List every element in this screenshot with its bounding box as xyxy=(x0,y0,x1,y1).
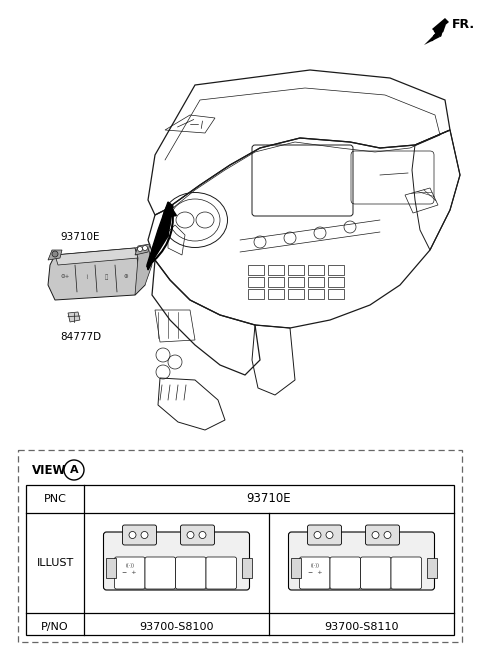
Text: 93700-S8100: 93700-S8100 xyxy=(139,622,214,632)
Bar xyxy=(328,289,344,299)
Text: A: A xyxy=(70,465,78,475)
FancyBboxPatch shape xyxy=(180,525,215,545)
Bar xyxy=(248,265,264,275)
FancyArrowPatch shape xyxy=(147,210,176,266)
Bar xyxy=(18,450,462,642)
FancyBboxPatch shape xyxy=(176,557,206,589)
Bar xyxy=(308,289,324,299)
Bar xyxy=(288,265,304,275)
FancyBboxPatch shape xyxy=(122,525,156,545)
Text: −  +: − + xyxy=(308,571,322,575)
FancyBboxPatch shape xyxy=(365,525,399,545)
Bar xyxy=(308,265,324,275)
FancyBboxPatch shape xyxy=(360,557,391,589)
Text: ILLUST: ILLUST xyxy=(36,558,73,568)
Polygon shape xyxy=(48,250,62,260)
FancyBboxPatch shape xyxy=(300,557,330,589)
Text: ⌒: ⌒ xyxy=(104,274,108,280)
Bar xyxy=(248,277,264,287)
Circle shape xyxy=(199,531,206,539)
Text: PNC: PNC xyxy=(44,494,66,504)
Polygon shape xyxy=(135,244,150,255)
Text: 93710E: 93710E xyxy=(247,493,291,506)
Circle shape xyxy=(143,245,147,251)
Bar xyxy=(248,289,264,299)
Circle shape xyxy=(137,247,143,251)
FancyBboxPatch shape xyxy=(308,525,341,545)
Text: FR.: FR. xyxy=(452,18,475,31)
Text: VIEW: VIEW xyxy=(32,464,67,477)
Bar xyxy=(328,265,344,275)
Circle shape xyxy=(141,531,148,539)
Text: ((·)): ((·)) xyxy=(125,562,134,567)
Text: 93710E: 93710E xyxy=(60,232,99,242)
Circle shape xyxy=(326,531,333,539)
Bar xyxy=(328,277,344,287)
Bar xyxy=(288,289,304,299)
FancyBboxPatch shape xyxy=(288,532,434,590)
Circle shape xyxy=(129,531,136,539)
Bar xyxy=(106,558,116,578)
Text: −  +: − + xyxy=(122,571,137,575)
Text: P/NO: P/NO xyxy=(41,622,69,632)
Circle shape xyxy=(187,531,194,539)
Bar xyxy=(427,558,436,578)
Text: ⊕: ⊕ xyxy=(124,274,128,279)
Circle shape xyxy=(52,251,58,257)
Bar xyxy=(268,265,284,275)
Bar xyxy=(288,277,304,287)
Text: 84777D: 84777D xyxy=(60,332,101,342)
Text: ⌇: ⌇ xyxy=(84,274,87,279)
Text: 93700-S8110: 93700-S8110 xyxy=(324,622,399,632)
FancyBboxPatch shape xyxy=(145,557,176,589)
Bar xyxy=(308,277,324,287)
FancyBboxPatch shape xyxy=(206,557,237,589)
Circle shape xyxy=(314,531,321,539)
Polygon shape xyxy=(55,248,138,265)
Bar xyxy=(268,277,284,287)
Text: ((·)): ((·)) xyxy=(310,562,319,567)
Polygon shape xyxy=(424,18,449,45)
Circle shape xyxy=(372,531,379,539)
Bar xyxy=(290,558,300,578)
Bar xyxy=(241,558,252,578)
Polygon shape xyxy=(147,202,173,270)
Text: ⊖+: ⊖+ xyxy=(60,274,70,279)
Polygon shape xyxy=(135,245,152,295)
FancyBboxPatch shape xyxy=(391,557,421,589)
FancyBboxPatch shape xyxy=(115,557,145,589)
FancyBboxPatch shape xyxy=(330,557,360,589)
Circle shape xyxy=(384,531,391,539)
Bar xyxy=(268,289,284,299)
Polygon shape xyxy=(48,248,145,300)
FancyBboxPatch shape xyxy=(104,532,250,590)
Polygon shape xyxy=(68,312,80,322)
Bar xyxy=(26,485,454,635)
